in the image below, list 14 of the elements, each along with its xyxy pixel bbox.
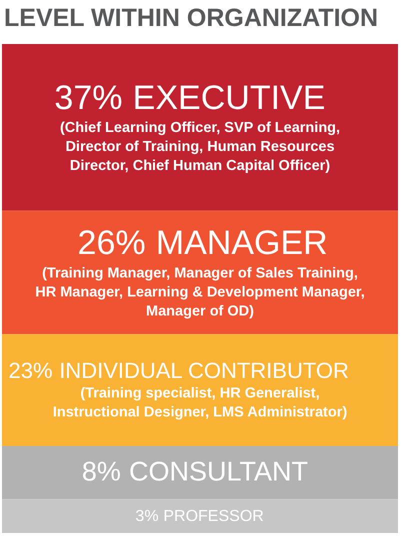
category-label: CONSULTANT — [128, 456, 308, 487]
category-label: INDIVIDUAL CONTRIBUTOR — [59, 358, 349, 384]
data-label: 8% — [82, 456, 121, 487]
data-label: 26% — [78, 224, 146, 262]
category-label: EXECUTIVE — [132, 78, 326, 117]
text: LEVEL WITHIN ORGANIZATION — [4, 4, 378, 32]
text: (Chief Learning Officer, SVP of Learning, Director of Training, Human Resources Director, Chief Human Capital Officer) — [60, 120, 340, 174]
data-label: 37% — [54, 78, 122, 117]
category-label: PROFESSOR — [163, 508, 264, 526]
data-label: 3% — [135, 508, 159, 526]
text: (Training specialist, HR Generalist, Instructional Designer, LMS Administrator) — [52, 385, 348, 420]
text: (Training Manager, Manager of Sales Training, HR Manager, Learning & Development Manager, Manager of OD) — [35, 265, 365, 320]
category-label: MANAGER — [156, 224, 328, 262]
data-label: 23% — [8, 358, 53, 384]
